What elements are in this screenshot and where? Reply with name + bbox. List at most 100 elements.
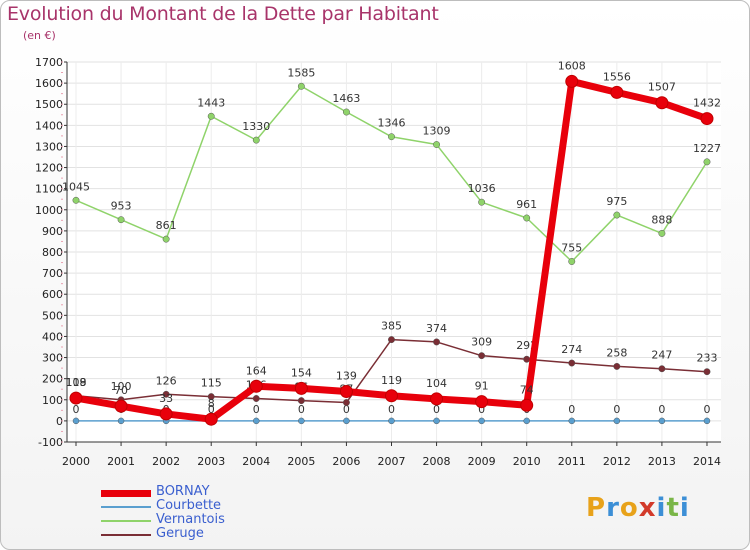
legend-label: BORNAY: [156, 484, 210, 499]
data-point: [523, 417, 530, 425]
data-point: [207, 393, 215, 401]
data-label: 1585: [287, 66, 315, 79]
x-tick-label: 2011: [558, 455, 586, 468]
data-label: 119: [66, 376, 87, 389]
y-tick-label: 500: [42, 309, 63, 322]
y-tick-label: -100: [38, 436, 63, 449]
data-label: 0: [253, 403, 260, 416]
logo-letter: i: [679, 493, 690, 523]
data-point: [700, 112, 714, 126]
data-point: [117, 417, 125, 425]
legend-swatch: [101, 489, 151, 497]
data-point: [207, 112, 215, 120]
data-label: 233: [696, 352, 717, 365]
x-tick-label: 2008: [423, 455, 451, 468]
data-point: [613, 211, 621, 219]
y-tick-label: 200: [42, 373, 63, 386]
data-label: 1227: [693, 142, 721, 155]
data-point: [114, 399, 128, 413]
data-point: [433, 417, 440, 425]
y-tick-label: 1700: [35, 56, 63, 69]
logo-letter: o: [619, 493, 639, 523]
data-label: 247: [651, 349, 672, 362]
data-point: [610, 85, 624, 99]
data-point: [339, 385, 353, 399]
legend-item-geruge: Geruge: [101, 526, 301, 542]
proxiti-logo: Proxiti: [586, 493, 690, 523]
data-label: 975: [606, 195, 627, 208]
data-point: [297, 397, 305, 405]
data-label: 0: [613, 403, 620, 416]
data-label: 0: [703, 403, 710, 416]
data-label: 1432: [693, 97, 721, 110]
x-tick-label: 2014: [693, 455, 721, 468]
data-label: 755: [561, 242, 582, 255]
data-point: [388, 336, 395, 344]
data-label: 0: [298, 403, 305, 416]
data-point: [72, 196, 80, 204]
data-label: 1036: [468, 182, 496, 195]
data-point: [523, 214, 531, 222]
data-point: [159, 407, 173, 421]
data-point: [430, 392, 444, 406]
data-label: 126: [156, 374, 177, 387]
legend-label: Courbette: [156, 498, 222, 513]
y-tick-label: 800: [42, 246, 63, 259]
chart-subtitle: (en €): [23, 29, 56, 42]
data-point: [294, 381, 308, 395]
data-point: [162, 390, 170, 398]
x-tick-label: 2004: [242, 455, 270, 468]
legend-item-courbette: Courbette: [101, 498, 301, 514]
data-point: [204, 412, 218, 426]
data-point: [478, 417, 485, 425]
data-label: 1608: [558, 59, 586, 72]
data-point: [478, 352, 486, 360]
data-point: [703, 417, 711, 425]
y-tick-label: 100: [42, 394, 63, 407]
x-tick-label: 2010: [513, 455, 541, 468]
y-tick-label: 1400: [35, 119, 63, 132]
data-point: [703, 368, 711, 376]
data-label: 0: [568, 403, 575, 416]
legend-swatch: [101, 506, 151, 508]
data-point: [297, 82, 305, 90]
data-label: 164: [246, 364, 267, 377]
data-label: 154: [291, 366, 312, 379]
legend-label: Geruge: [156, 526, 204, 541]
legend-swatch: [101, 534, 151, 536]
data-label: 104: [426, 377, 447, 390]
data-point: [568, 258, 576, 265]
y-tick-label: 1200: [35, 162, 63, 175]
data-point: [658, 417, 666, 425]
logo-letter: x: [638, 493, 657, 523]
logo-letter: P: [586, 493, 607, 523]
data-label: 0: [433, 403, 440, 416]
y-tick-label: 1000: [35, 204, 63, 217]
data-label: 258: [606, 346, 627, 359]
data-label: 74: [520, 383, 534, 396]
data-label: 274: [561, 343, 582, 356]
data-label: 8: [208, 397, 215, 410]
y-tick-label: 0: [56, 415, 63, 428]
data-label: 1330: [242, 120, 270, 133]
data-label: 309: [471, 336, 492, 349]
data-point: [478, 198, 486, 206]
data-label: 115: [201, 377, 222, 390]
data-point: [253, 417, 260, 425]
data-point: [658, 365, 666, 373]
x-tick-label: 2005: [287, 455, 315, 468]
legend-swatch: [101, 520, 151, 522]
data-point: [388, 417, 395, 425]
logo-letter: r: [606, 493, 620, 523]
data-label: 119: [381, 374, 402, 387]
logo-letter: t: [666, 493, 680, 523]
x-tick-label: 2000: [62, 455, 90, 468]
data-label: 70: [114, 384, 128, 397]
x-tick-label: 2006: [332, 455, 360, 468]
data-point: [433, 338, 441, 346]
data-label: 0: [208, 403, 215, 416]
y-tick-label: 1100: [35, 183, 63, 196]
x-tick-label: 2013: [648, 455, 676, 468]
data-label: 385: [381, 320, 402, 333]
data-point: [384, 389, 398, 403]
